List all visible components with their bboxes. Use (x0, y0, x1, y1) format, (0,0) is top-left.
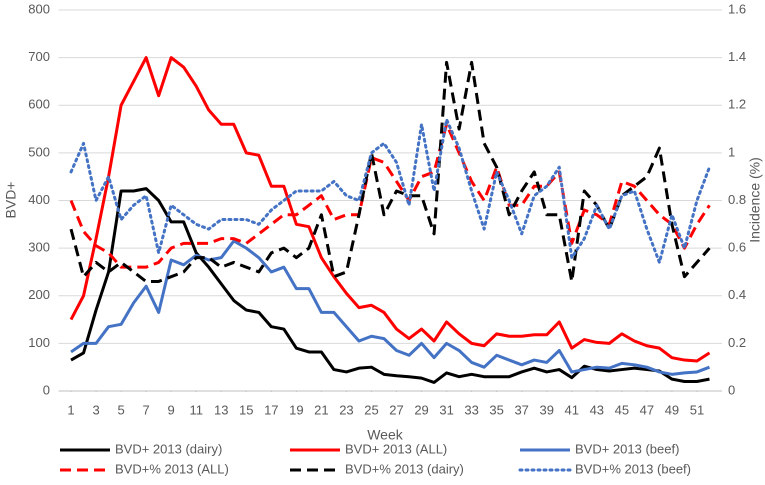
x-tick-label: 45 (615, 402, 629, 417)
y-tick-label: 100 (28, 335, 50, 350)
x-tick-label: 3 (92, 402, 99, 417)
x-tick-label: 11 (189, 402, 203, 417)
x-tick-label: 33 (464, 402, 478, 417)
x-tick-label: 1 (67, 402, 74, 417)
y2-tick-label: 1.6 (728, 1, 746, 16)
legend-label: BVD+ 2013 (dairy) (115, 441, 222, 456)
x-tick-label: 31 (439, 402, 453, 417)
y-tick-label: 400 (28, 192, 50, 207)
legend-label: BVD+ 2013 (ALL) (345, 441, 447, 456)
series-line (69, 56, 711, 363)
x-tick-label: 17 (264, 402, 278, 417)
x-tick-label: 9 (168, 402, 175, 417)
x-tick-label: 29 (414, 402, 428, 417)
x-tick-label: 23 (339, 402, 353, 417)
y2-tick-label: 0.6 (728, 240, 746, 255)
legend-label: BVD+% 2013 (ALL) (115, 461, 229, 476)
x-tick-label: 7 (143, 402, 150, 417)
series-line (70, 187, 710, 384)
y2-tick-label: 0 (728, 382, 735, 397)
y2-tick-label: 0.8 (728, 192, 746, 207)
x-axis-label: Week (367, 427, 404, 443)
y-tick-label: 200 (28, 287, 50, 302)
x-tick-label: 13 (214, 402, 228, 417)
legend-label: BVD+% 2013 (dairy) (345, 461, 464, 476)
series-line (70, 239, 711, 376)
x-tick-label: 35 (489, 402, 503, 417)
x-tick-label: 49 (665, 402, 679, 417)
x-tick-label: 15 (239, 402, 253, 417)
y2-tick-label: 1 (728, 144, 735, 159)
y2-tick-label: 0.2 (728, 335, 746, 350)
x-tick-label: 25 (364, 402, 378, 417)
x-tick-label: 27 (389, 402, 403, 417)
y-tick-label: 500 (28, 144, 50, 159)
x-tick-label: 51 (690, 402, 704, 417)
y2-tick-label: 1.2 (728, 97, 746, 112)
y-tick-label: 800 (28, 1, 50, 16)
series-line (69, 122, 711, 269)
y-tick-label: 0 (43, 382, 50, 397)
y-axis-label: BVD+ (3, 182, 19, 219)
y-tick-label: 300 (28, 240, 50, 255)
x-tick-label: 21 (314, 402, 328, 417)
x-tick-label: 41 (565, 402, 579, 417)
y-tick-label: 600 (28, 97, 50, 112)
y2-tick-label: 1.4 (728, 49, 746, 64)
legend-label: BVD+ 2013 (beef) (575, 441, 679, 456)
x-tick-label: 37 (514, 402, 528, 417)
x-tick-label: 47 (640, 402, 654, 417)
y2-tick-label: 0.4 (728, 287, 746, 302)
x-tick-label: 39 (540, 402, 554, 417)
x-tick-label: 43 (590, 402, 604, 417)
x-tick-label: 19 (289, 402, 303, 417)
legend-label: BVD+% 2013 (beef) (575, 461, 691, 476)
y2-axis-label: Incidence (%) (747, 157, 763, 243)
x-tick-label: 5 (117, 402, 124, 417)
y-tick-label: 700 (28, 49, 50, 64)
series-line (69, 118, 711, 264)
